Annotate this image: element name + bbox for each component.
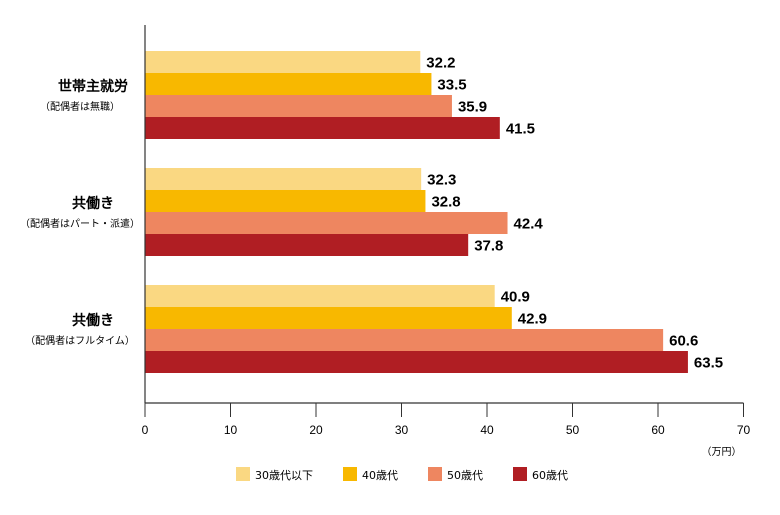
- category-label: 共働き: [72, 195, 114, 212]
- x-tick-label: 30: [395, 423, 409, 437]
- x-tick-label: 20: [309, 423, 323, 437]
- legend-swatch: [236, 467, 250, 481]
- legend: 30歳代以下 40歳代 50歳代 60歳代: [236, 467, 568, 482]
- data-label: 33.5: [437, 77, 466, 94]
- data-label: 42.4: [514, 216, 544, 233]
- data-label: 42.9: [518, 311, 547, 328]
- axes-group: 0 10 20 30 40 50 60 70 （万円）: [142, 25, 751, 458]
- x-tick-label: 40: [480, 423, 494, 437]
- category-sublabel: （配偶者はフルタイム）: [25, 334, 135, 347]
- category-sublabel: （配偶者は無職）: [40, 100, 120, 113]
- x-tick-label: 50: [566, 423, 580, 437]
- bar: [145, 307, 512, 329]
- bar: [145, 168, 422, 190]
- category-labels-group: 世帯主就労 （配偶者は無職） 共働き （配偶者はパート・派遣） 共働き （配偶者はフルタイ…: [20, 78, 140, 347]
- x-unit-label: （万円）: [702, 446, 742, 458]
- bar: [145, 51, 421, 73]
- bar: [145, 190, 426, 212]
- category-label: 世帯主就労: [58, 78, 128, 95]
- bar: [145, 212, 508, 234]
- value-labels-group: 32.2 33.5 35.9 41.5 32.3 32.8 42.4 37.8 40.9 42.9…: [426, 55, 723, 372]
- bars-group: [145, 51, 688, 373]
- data-label: 37.8: [474, 238, 503, 255]
- data-label: 32.8: [431, 194, 460, 211]
- data-label: 32.3: [427, 172, 456, 189]
- data-label: 35.9: [458, 99, 487, 116]
- bar: [145, 95, 452, 117]
- category-label: 共働き: [72, 312, 114, 329]
- x-tick-label: 10: [224, 423, 238, 437]
- data-label: 40.9: [501, 289, 530, 306]
- legend-label: 40歳代: [362, 469, 398, 482]
- bar: [145, 117, 500, 139]
- bar: [145, 234, 469, 256]
- bar: [145, 351, 688, 373]
- category-sublabel: （配偶者はパート・派遣）: [20, 217, 140, 230]
- legend-swatch: [428, 467, 442, 481]
- legend-label: 30歳代以下: [255, 469, 313, 482]
- legend-label: 60歳代: [532, 469, 568, 482]
- legend-label: 50歳代: [447, 469, 483, 482]
- legend-swatch: [513, 467, 527, 481]
- x-tick-label: 70: [737, 423, 751, 437]
- data-label: 63.5: [694, 355, 723, 372]
- data-label: 32.2: [426, 55, 455, 72]
- x-tick-label: 0: [142, 423, 149, 437]
- bar: [145, 285, 495, 307]
- bar: [145, 73, 432, 95]
- bar: [145, 329, 664, 351]
- data-label: 41.5: [506, 121, 535, 138]
- legend-swatch: [343, 467, 357, 481]
- data-label: 60.6: [669, 333, 698, 350]
- x-tick-label: 60: [651, 423, 665, 437]
